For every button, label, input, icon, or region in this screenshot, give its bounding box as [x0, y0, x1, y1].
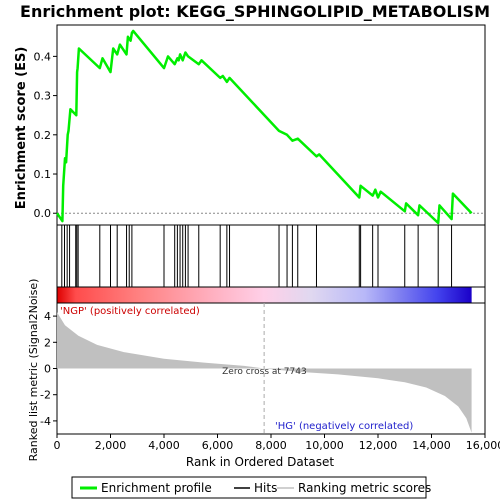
es-y-tick-label: 0.2 — [34, 129, 52, 142]
metric-y-tick-label: 0 — [44, 363, 51, 376]
es-y-tick-label: 0.4 — [34, 50, 52, 63]
color-bar — [56, 286, 486, 304]
es-axis-label: Enrichment score (ES) — [14, 47, 29, 210]
es-plot-frame — [56, 24, 486, 226]
x-tick-label: 4,000 — [148, 439, 180, 452]
legend-metric-label: Ranking metric scores — [298, 481, 431, 495]
metric-y-tick-label: -4 — [40, 415, 51, 428]
zero-cross-label: Zero cross at 7743 — [222, 367, 307, 377]
x-tick-label: 8,000 — [255, 439, 287, 452]
x-tick-label: 12,000 — [359, 439, 398, 452]
hits-frame — [56, 224, 486, 288]
x-tick-label: 10,000 — [305, 439, 344, 452]
es-panel: 0.0 0.1 0.2 0.3 0.4 — [34, 24, 486, 226]
enrichment-profile-line — [55, 29, 473, 225]
metric-y-tick-label: -2 — [40, 389, 51, 402]
x-tick-label: 2,000 — [95, 439, 127, 452]
es-y-tick-label: 0.0 — [34, 207, 52, 220]
x-tick-label: 16,000 — [466, 439, 500, 452]
color-bar-fill — [57, 287, 472, 303]
x-axis-label: Rank in Ordered Dataset — [186, 455, 334, 469]
metric-y-tick-label: 4 — [44, 310, 51, 323]
x-tick-label: 14,000 — [412, 439, 451, 452]
positive-correlation-label: 'NGP' (positively correlated) — [60, 306, 200, 317]
es-y-tick-label: 0.3 — [34, 90, 52, 103]
metric-panel: -4 -2 0 2 4 'NGP' (positively correlated) Zero… — [40, 302, 500, 452]
metric-area — [57, 312, 472, 433]
legend-enrichment-label: Enrichment profile — [101, 481, 212, 495]
es-y-tick-label: 0.1 — [34, 168, 52, 181]
legend: Enrichment profile Hits Ranking metric s… — [71, 476, 431, 499]
x-tick-label: 6,000 — [202, 439, 234, 452]
legend-hits-label: Hits — [254, 481, 277, 495]
metric-axis-label: Ranked list metric (Signal2Noise) — [27, 279, 40, 462]
x-tick-label: 0 — [54, 439, 61, 452]
metric-y-tick-label: 2 — [44, 336, 51, 349]
hits-panel — [56, 224, 486, 288]
chart-title: Enrichment plot: KEGG_SPHINGOLIPID_METAB… — [20, 2, 490, 21]
negative-correlation-label: 'HG' (negatively correlated) — [275, 421, 413, 432]
